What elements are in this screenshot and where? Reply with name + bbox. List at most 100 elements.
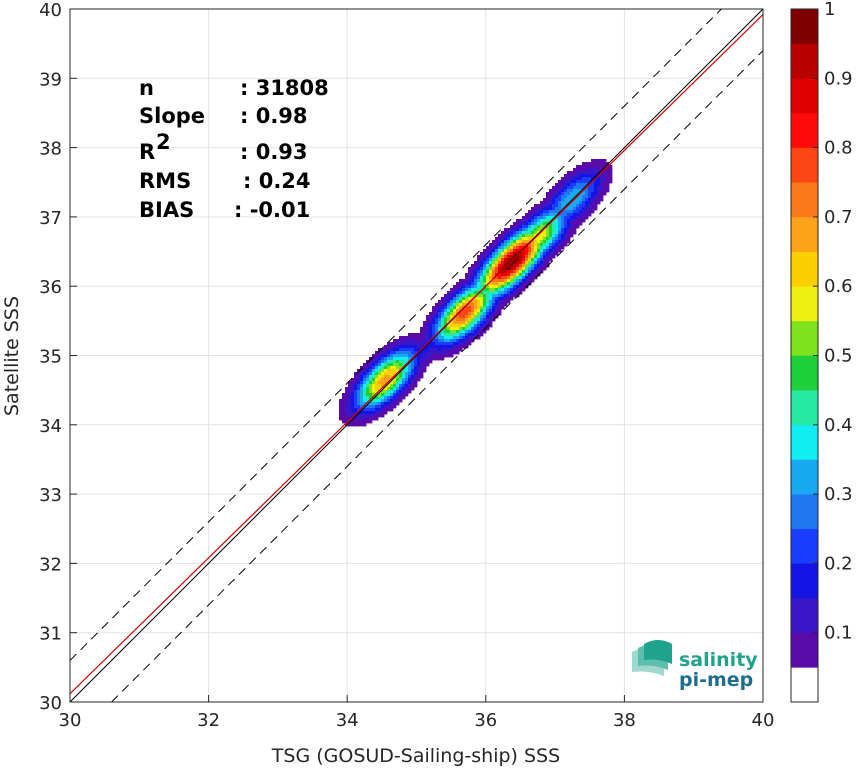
density-cell [534, 252, 538, 256]
density-cell [516, 270, 520, 274]
density-cell [468, 330, 472, 334]
density-cell [525, 264, 529, 268]
density-cell [483, 267, 487, 271]
density-cell [510, 243, 514, 247]
density-cell [552, 225, 556, 229]
density-cell [576, 198, 580, 202]
density-cell [516, 276, 520, 280]
density-cell [510, 297, 514, 301]
density-cell [459, 303, 463, 307]
density-cell [552, 231, 556, 235]
density-cell [441, 339, 445, 343]
density-cell [522, 279, 526, 283]
density-cell [516, 291, 520, 295]
density-cell [492, 258, 496, 262]
density-cell [354, 396, 358, 400]
density-cell [468, 297, 472, 301]
density-cell [390, 375, 394, 379]
density-cell [372, 387, 376, 391]
density-cell [432, 321, 436, 325]
density-cell [543, 234, 547, 238]
density-cell [384, 390, 388, 394]
density-cell [597, 162, 601, 166]
density-cell [567, 228, 571, 232]
density-cell [462, 309, 466, 313]
density-cell [459, 279, 463, 283]
density-cell [555, 225, 559, 229]
density-cell [561, 243, 565, 247]
density-cell [369, 408, 373, 412]
density-cell [357, 402, 361, 406]
density-cell [525, 246, 529, 250]
density-cell [528, 252, 532, 256]
density-cell [588, 213, 592, 217]
density-cell [546, 225, 550, 229]
density-cell [570, 186, 574, 190]
density-cell [456, 342, 460, 346]
density-cell [366, 378, 370, 382]
density-cell [414, 339, 418, 343]
density-cell [567, 186, 571, 190]
density-cell [585, 189, 589, 193]
density-cell [531, 219, 535, 223]
density-cell [399, 351, 403, 355]
density-cell [582, 174, 586, 178]
density-cell [441, 315, 445, 319]
density-cell [561, 225, 565, 229]
density-cell [339, 408, 343, 412]
density-cell [549, 225, 553, 229]
density-cell [546, 258, 550, 262]
density-cell [564, 213, 568, 217]
density-cell [417, 369, 421, 373]
density-cell [507, 240, 511, 244]
density-cell [513, 261, 517, 265]
density-cell [363, 423, 367, 427]
density-cell [405, 378, 409, 382]
density-cell [477, 261, 481, 265]
density-cell [408, 336, 412, 340]
density-cell [360, 378, 364, 382]
density-cell [462, 318, 466, 322]
density-cell [567, 174, 571, 178]
density-cell [402, 387, 406, 391]
density-cell [492, 303, 496, 307]
density-cell [384, 396, 388, 400]
density-cell [444, 303, 448, 307]
density-cell [441, 357, 445, 361]
density-cell [486, 246, 490, 250]
density-cell [372, 402, 376, 406]
density-cell [459, 285, 463, 289]
density-cell [597, 165, 601, 169]
density-cell [537, 270, 541, 274]
density-cell [387, 345, 391, 349]
y-tick-label: 40 [39, 0, 62, 21]
density-cell [528, 270, 532, 274]
density-cell [378, 387, 382, 391]
density-cell [501, 303, 505, 307]
density-cell [483, 252, 487, 256]
density-cell [516, 264, 520, 268]
density-cell [396, 351, 400, 355]
density-cell [555, 183, 559, 187]
density-cell [567, 237, 571, 241]
density-cell [573, 183, 577, 187]
density-cell [342, 408, 346, 412]
density-cell [564, 195, 568, 199]
density-cell [555, 249, 559, 253]
density-cell [501, 231, 505, 235]
density-cell [558, 201, 562, 205]
density-cell [504, 300, 508, 304]
density-cell [354, 420, 358, 424]
density-cell [597, 192, 601, 196]
density-cell [555, 234, 559, 238]
density-cell [435, 309, 439, 313]
y-axis-label: Satellite SSS [1, 296, 23, 416]
density-cell [372, 357, 376, 361]
density-cell [462, 279, 466, 283]
density-cell [507, 237, 511, 241]
density-cell [606, 168, 610, 172]
density-cell [387, 399, 391, 403]
density-cell [411, 372, 415, 376]
density-cell [525, 282, 529, 286]
density-cell [534, 276, 538, 280]
